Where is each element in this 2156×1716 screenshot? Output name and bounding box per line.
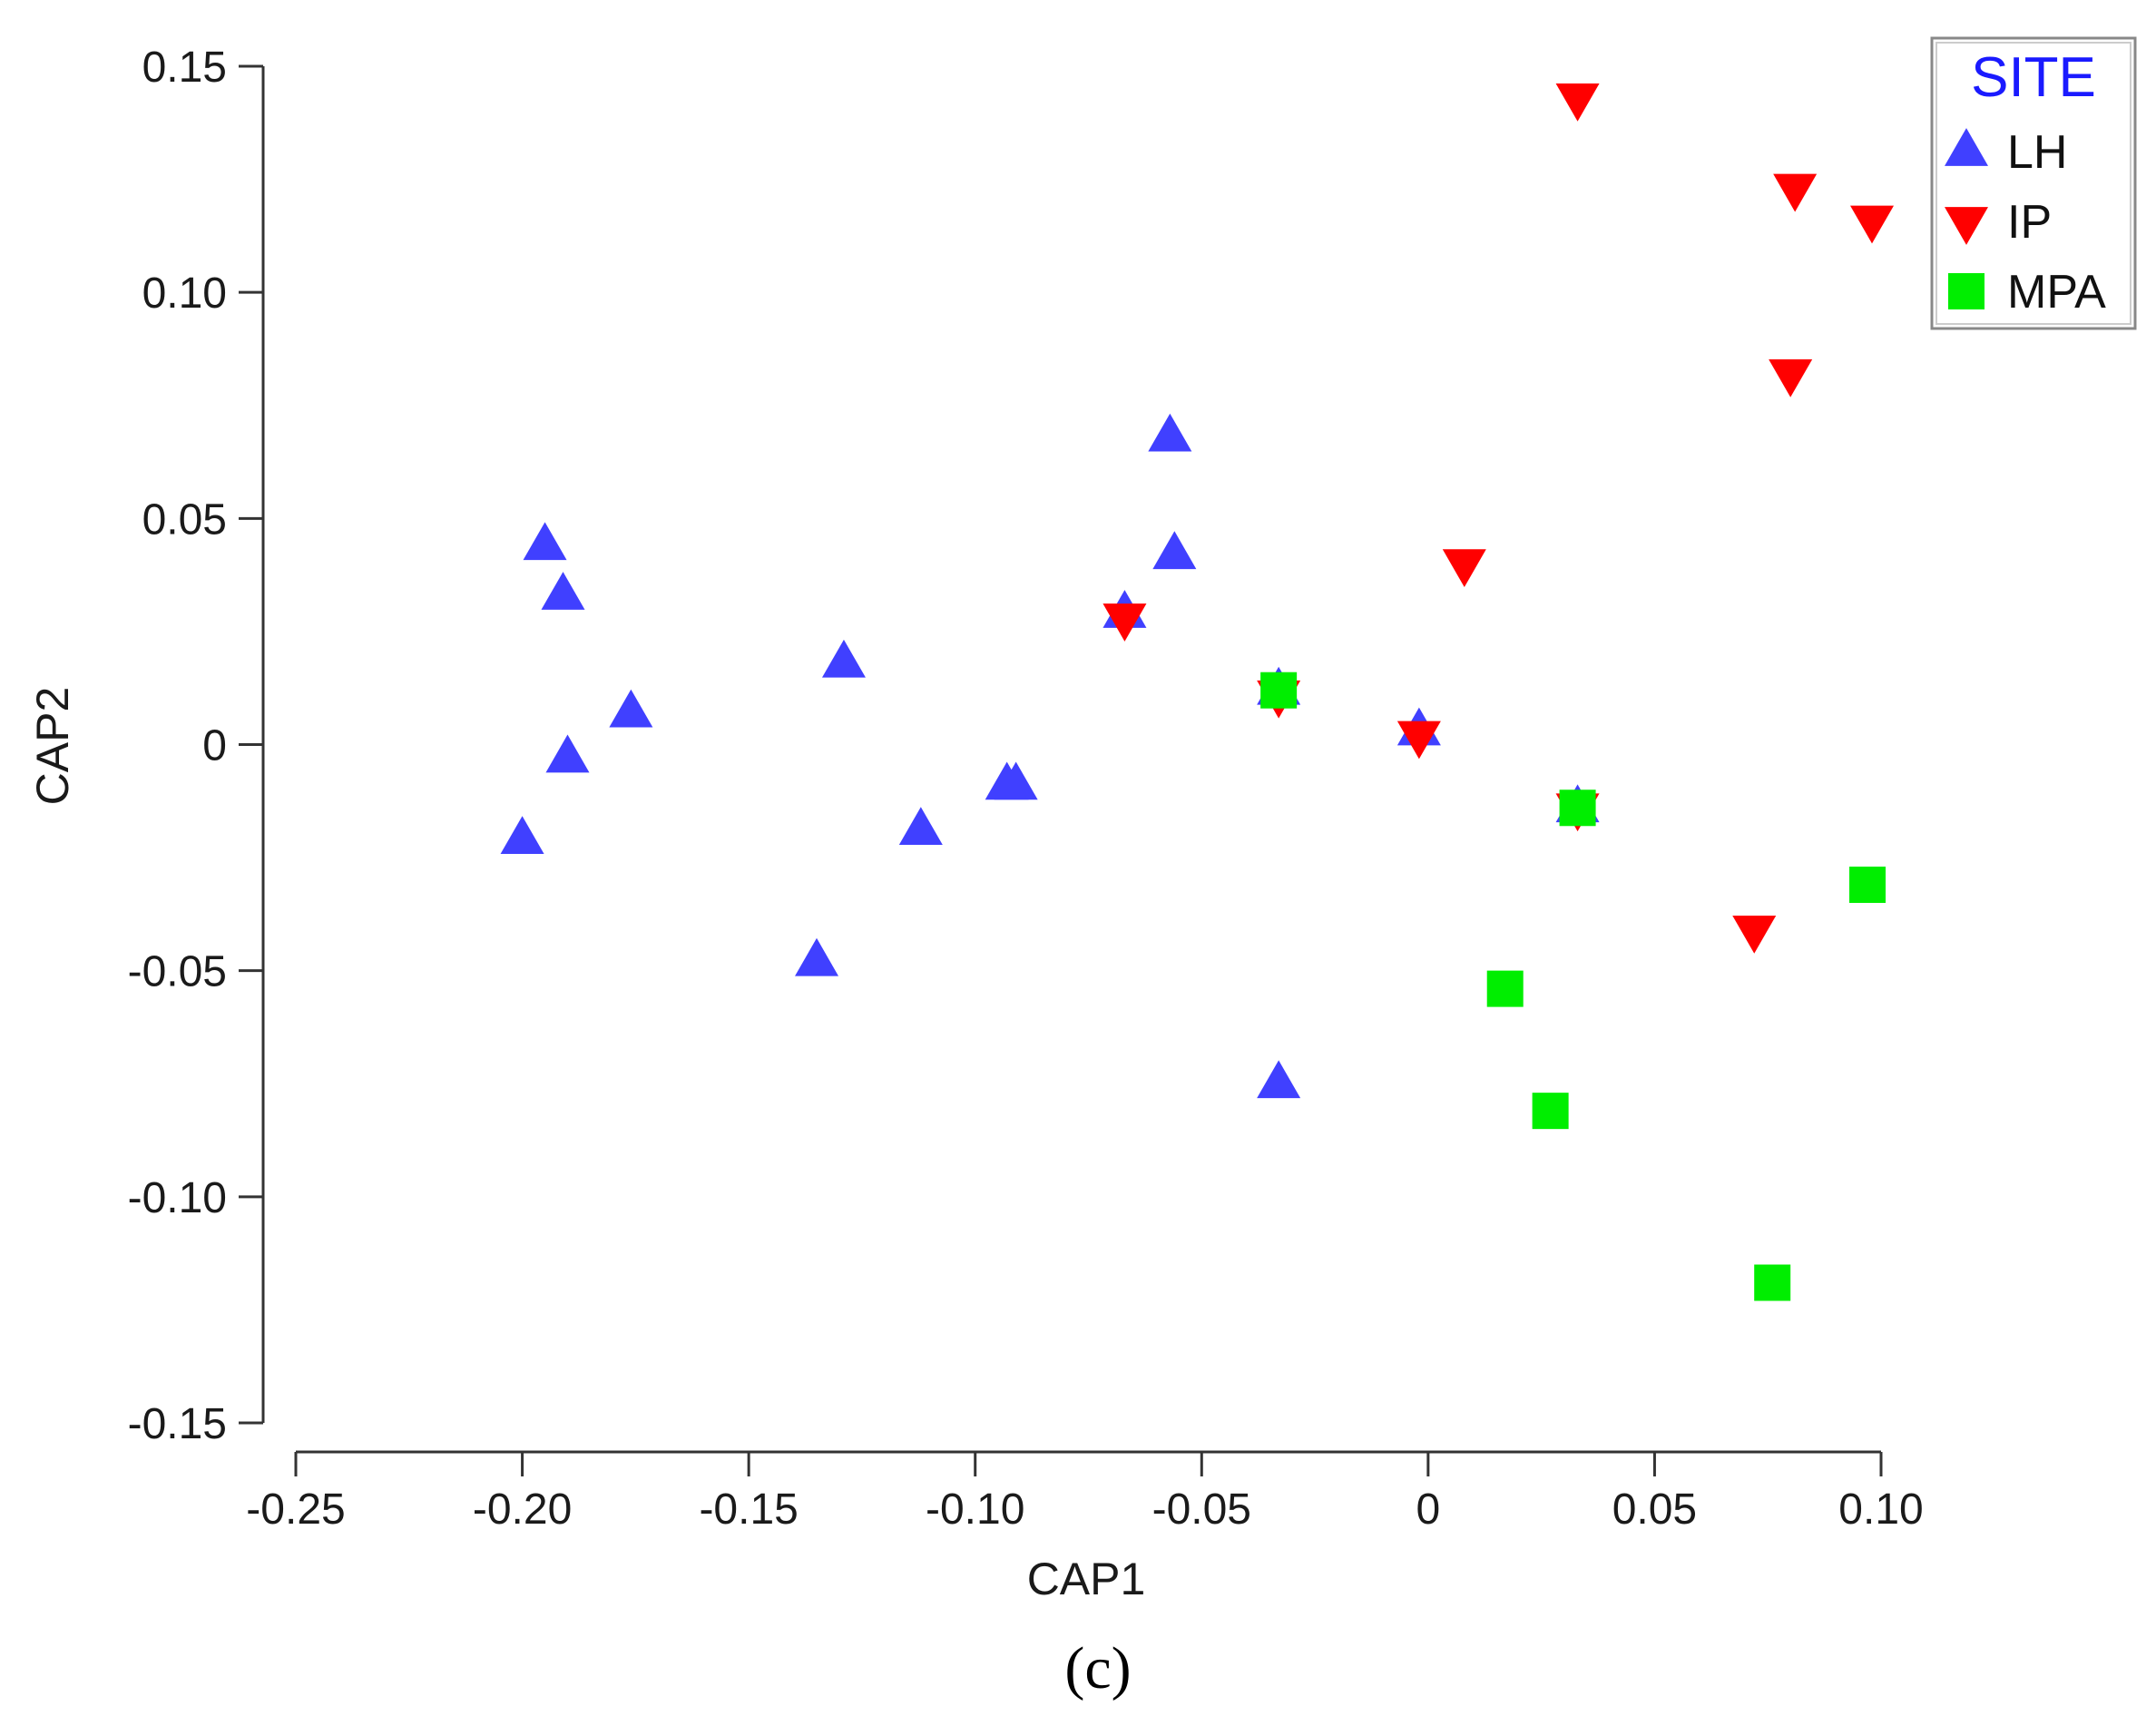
point-lh [500, 816, 544, 855]
figure-caption: (c) [1064, 1635, 1131, 1701]
x-tick-label: -0.05 [1152, 1486, 1251, 1534]
point-lh [1148, 413, 1192, 452]
point-lh [1152, 531, 1197, 570]
point-ip [1442, 549, 1486, 588]
y-axis-title: CAP2 [27, 687, 78, 806]
point-lh [795, 937, 839, 976]
y-tick-label: -0.15 [128, 1400, 227, 1448]
point-ip [1850, 205, 1895, 244]
point-lh [898, 807, 943, 846]
legend-label-mpa: MPA [2007, 266, 2106, 319]
x-tick-label: 0.10 [1838, 1486, 1923, 1534]
x-tick-label: -0.20 [473, 1486, 572, 1534]
legend-title: SITE [1971, 46, 2096, 109]
point-ip [1732, 915, 1777, 954]
point-mpa [1486, 970, 1524, 1007]
series-ip [1102, 83, 1895, 954]
legend-box [1930, 36, 2137, 330]
legend-inner-border [1936, 42, 2132, 325]
point-lh [545, 734, 590, 773]
point-ip [1555, 83, 1600, 122]
y-tick-label: -0.05 [128, 948, 227, 996]
point-mpa [1849, 866, 1886, 903]
point-mpa [1754, 1264, 1791, 1301]
legend: SITE LH IP MPA [1930, 36, 2137, 330]
x-tick-label: 0 [1416, 1486, 1441, 1534]
legend-label-ip: IP [2007, 196, 2052, 249]
y-axis: 0.15 0.10 0.05 0 -0.05 -0.10 -0.15 [128, 44, 265, 1448]
y-tick-label: 0.10 [142, 270, 227, 318]
points-layer [500, 83, 1895, 1301]
y-tick-label: 0.05 [142, 495, 227, 544]
point-ip [1773, 173, 1818, 212]
y-tick-label: -0.10 [128, 1174, 227, 1222]
series-mpa [1260, 672, 1886, 1301]
point-lh [821, 639, 866, 678]
x-tick-label: -0.15 [699, 1486, 798, 1534]
point-lh [541, 572, 585, 610]
point-ip [1769, 358, 1813, 397]
point-mpa [1559, 789, 1596, 827]
x-axis-title: CAP1 [1027, 1554, 1146, 1604]
series-lh [500, 413, 1600, 1099]
point-lh [523, 522, 567, 561]
point-lh [994, 761, 1038, 800]
x-tick-label: -0.25 [246, 1486, 345, 1534]
legend-marker-ip [1945, 207, 1988, 245]
y-tick-label: 0.15 [142, 44, 227, 92]
point-lh [609, 689, 653, 728]
point-ip [1102, 603, 1147, 642]
point-mpa [1260, 672, 1298, 709]
point-ip [1396, 721, 1441, 760]
point-lh [1257, 1060, 1301, 1099]
x-tick-label: -0.10 [926, 1486, 1024, 1534]
legend-marker-mpa [1948, 273, 1984, 309]
legend-marker-lh [1945, 128, 1988, 166]
x-axis: -0.25 -0.20 -0.15 -0.10 -0.05 0 0.05 0.10 [246, 1450, 1924, 1534]
x-tick-label: 0.05 [1612, 1486, 1697, 1534]
y-tick-label: 0 [202, 722, 227, 770]
legend-label-lh: LH [2007, 126, 2067, 179]
point-mpa [1532, 1093, 1569, 1130]
legend-entries: LH IP MPA [1945, 126, 2106, 319]
